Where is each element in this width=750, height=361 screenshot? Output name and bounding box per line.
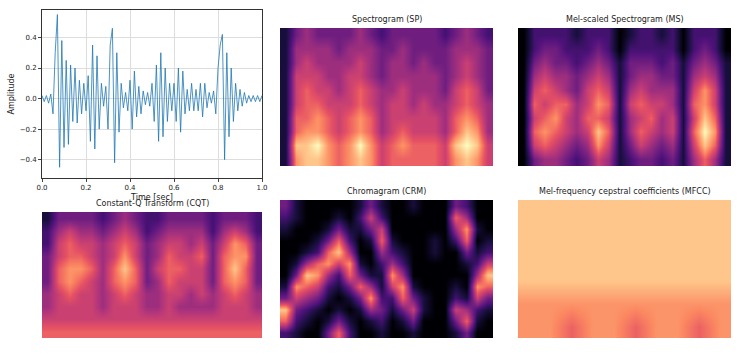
svg-text:1.0: 1.0 — [256, 184, 267, 192]
svg-text:0.2: 0.2 — [80, 184, 91, 192]
svg-text:−0.4: −0.4 — [20, 156, 38, 164]
svg-text:−0.2: −0.2 — [20, 126, 37, 134]
svg-text:Mel-frequency cepstral coeffic: Mel-frequency cepstral coefficients (MFC… — [539, 187, 711, 196]
svg-text:Constant-Q Transform (CQT): Constant-Q Transform (CQT) — [96, 199, 209, 208]
svg-text:0.4: 0.4 — [26, 34, 38, 42]
svg-text:0.6: 0.6 — [168, 184, 180, 192]
svg-text:Time [sec]: Time [sec] — [130, 193, 173, 202]
svg-text:0.0: 0.0 — [36, 184, 47, 192]
svg-text:0.0: 0.0 — [26, 95, 37, 103]
svg-text:0.4: 0.4 — [124, 184, 136, 192]
svg-text:0.2: 0.2 — [26, 64, 37, 72]
svg-text:Amplitude: Amplitude — [7, 73, 16, 114]
svg-text:0.8: 0.8 — [212, 184, 223, 192]
svg-text:Chromagram (CRM): Chromagram (CRM) — [347, 187, 426, 196]
svg-text:Spectrogram (SP): Spectrogram (SP) — [352, 15, 422, 24]
svg-text:Mel-scaled Spectrogram (MS): Mel-scaled Spectrogram (MS) — [566, 15, 684, 24]
